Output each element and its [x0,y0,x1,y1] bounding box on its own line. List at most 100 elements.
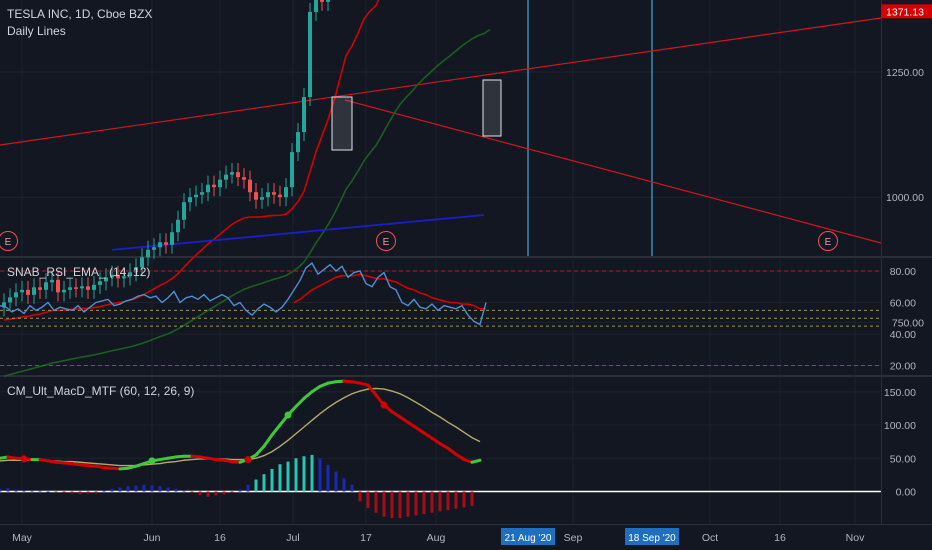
candle [236,172,240,178]
candle [314,0,318,12]
macd-histogram-bar [174,488,178,492]
earnings-marker-label: E [5,237,12,248]
candle [152,247,156,250]
macd-histogram-bar [246,484,250,492]
moving-average-green [3,28,491,377]
macd-line-segment [366,383,378,397]
macd-axis-tick: 150.00 [884,387,916,399]
macd-histogram-bar [374,491,378,513]
price-tag [881,4,932,19]
macd-cross-dot [284,411,292,419]
candle [176,219,180,233]
candle [20,289,24,293]
candle [92,284,96,290]
candle [2,302,6,308]
time-axis-tick: 16 [214,532,226,544]
earnings-marker-label: E [383,237,390,248]
macd-histogram-bar [198,491,202,495]
macd-histogram-bar [430,491,434,513]
macd-histogram-bar [310,454,314,492]
highlight-box [331,96,353,151]
macd-pane-label: CM_Ult_MacD_MTF (60, 12, 26, 9) [7,384,195,398]
price-axis-tick: 1000.00 [886,192,924,204]
candle [44,282,48,290]
candle [86,286,90,290]
candle [212,184,216,188]
time-axis-tick: 16 [774,532,786,544]
macd-histogram-bar [6,488,10,492]
candle [158,242,162,248]
overlay-label: Daily Lines [7,24,66,38]
macd-line-segment [270,423,282,437]
macd-histogram-bar [438,491,442,512]
candle [230,172,234,175]
macd-line-segment [310,384,322,394]
macd-histogram-bar [334,471,338,492]
candle [326,0,330,2]
macd-histogram-bar [382,491,386,517]
macd-line-segment [422,431,434,440]
time-axis-marker [501,528,555,545]
macd-histogram-bar [150,485,154,492]
candle [248,179,252,193]
time-axis-tick: May [12,532,33,544]
candle [74,287,78,289]
macd-histogram-bar [30,490,34,492]
candle [254,192,258,200]
macd-histogram-bar [406,491,410,517]
macd-histogram-bar [102,490,106,492]
macd-line-segment [398,415,410,424]
candle [302,97,306,133]
macd-axis-tick: 100.00 [884,420,916,432]
candle [116,274,120,279]
macd-histogram-bar [446,491,450,511]
macd-line-segment [438,442,450,450]
macd-histogram-bar [86,491,90,494]
macd-histogram-bar [286,461,290,492]
candle [56,279,60,293]
macd-histogram-bar [14,489,18,492]
trend-line-upper [0,17,882,146]
candle [8,297,12,303]
macd-line-segment [254,444,266,457]
symbol-title: TESLA INC, 1D, Cboe BZX [7,7,153,21]
macd-histogram-bar [470,491,474,507]
rsi-axis-tick: 60.00 [890,298,916,310]
candle [296,132,300,153]
candle [272,192,276,195]
macd-histogram-bar [70,491,74,494]
macd-histogram-bar [94,491,98,494]
macd-line-segment [302,390,314,400]
macd-histogram-bar [398,491,402,519]
candle [104,277,108,282]
macd-axis-tick: 0.00 [896,487,917,499]
earnings-marker[interactable] [0,231,18,251]
earnings-marker[interactable] [376,231,396,251]
macd-line-segment [470,458,482,464]
time-axis-tick: Aug [427,532,446,544]
highlight-box [482,79,502,137]
macd-histogram-bar [342,478,346,492]
macd-histogram-bar [134,485,138,492]
candle [224,174,228,180]
candle [50,279,54,283]
price-axis-tick: 1250.00 [886,67,924,79]
macd-histogram-bar [238,489,242,492]
macd-histogram-bar [358,491,362,502]
candle [284,187,288,198]
macd-histogram-bar [254,479,258,492]
candle [182,202,186,220]
macd-line-segment [430,436,442,446]
earnings-marker[interactable] [818,231,838,251]
candle [164,242,168,245]
candle [38,287,42,290]
earnings-marker-label: E [825,237,832,248]
candle [242,177,246,180]
macd-cross-dot [148,457,156,465]
candle [200,192,204,195]
macd-histogram-bar [414,491,418,516]
candle [290,152,294,188]
macd-histogram-bar [110,488,114,492]
candle [266,192,270,198]
